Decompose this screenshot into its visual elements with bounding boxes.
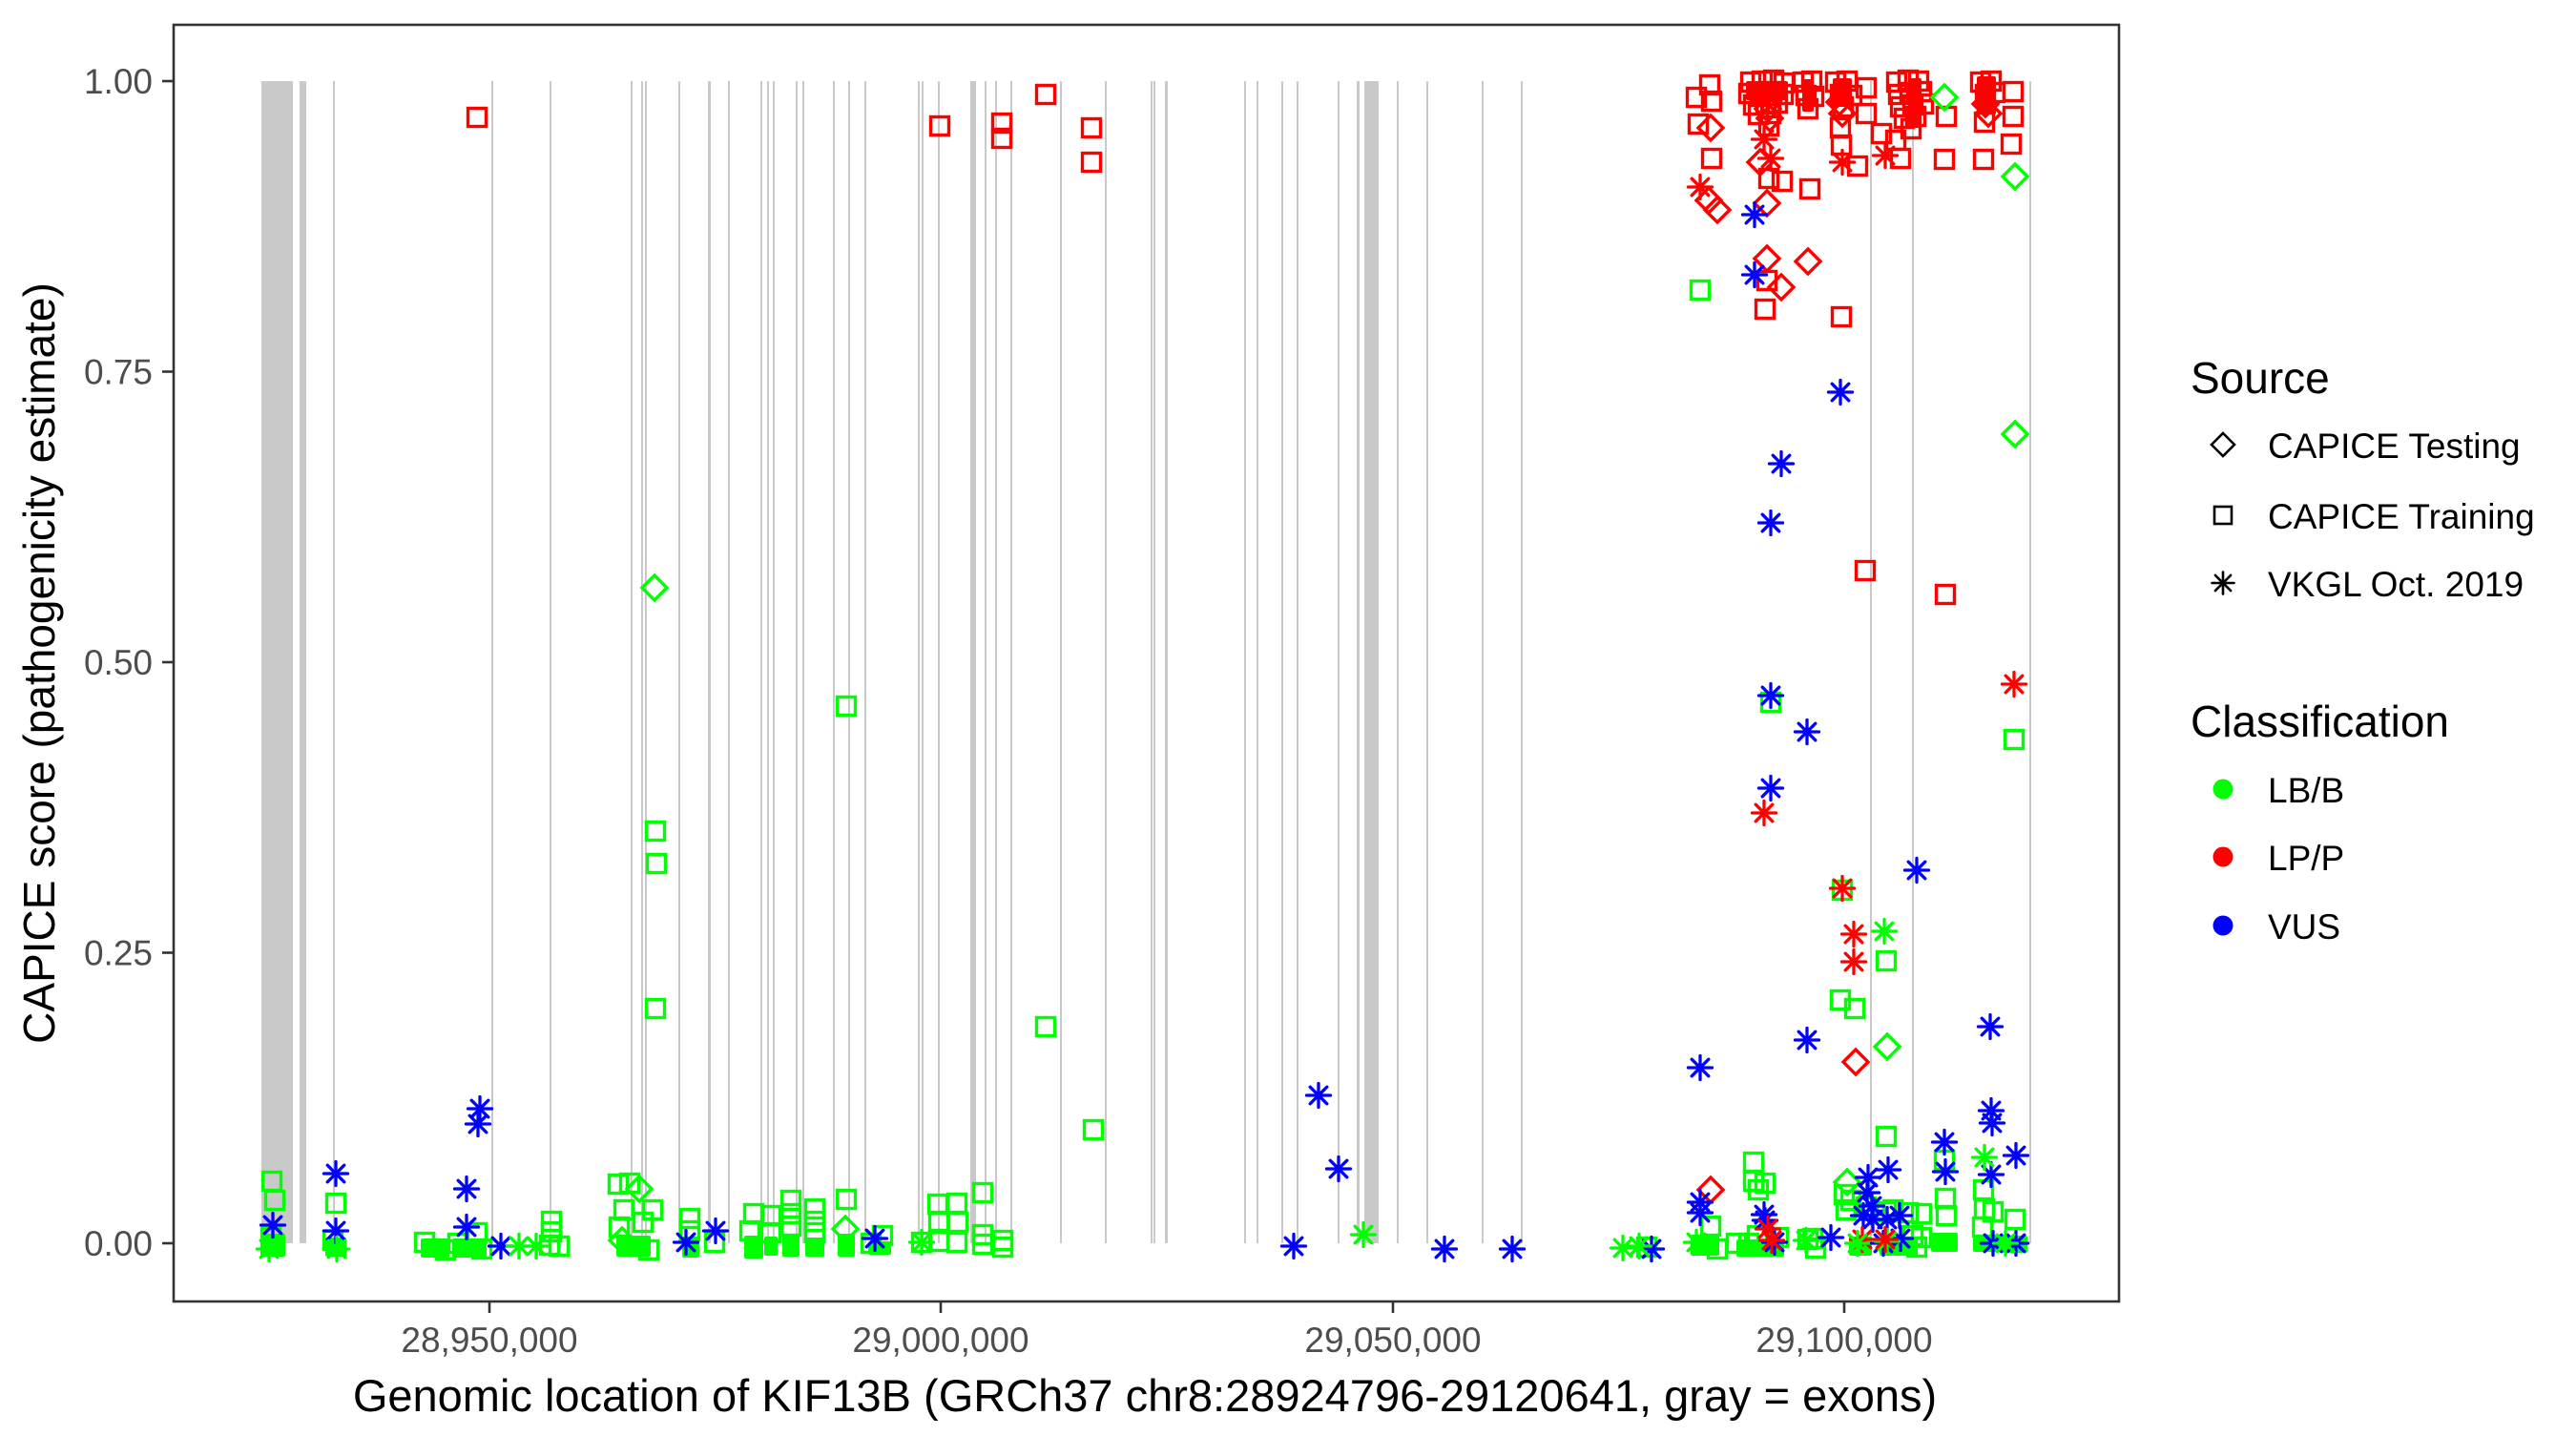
svg-text:Genomic location of KIF13B (GR: Genomic location of KIF13B (GRCh37 chr8:…: [353, 1370, 1937, 1421]
svg-text:29,000,000: 29,000,000: [852, 1321, 1028, 1360]
svg-text:Source: Source: [2191, 353, 2330, 403]
svg-text:CAPICE score (pathogenicity es: CAPICE score (pathogenicity estimate): [14, 282, 64, 1044]
svg-text:28,950,000: 28,950,000: [401, 1321, 577, 1360]
svg-text:0.25: 0.25: [84, 934, 153, 973]
svg-text:CAPICE Testing: CAPICE Testing: [2268, 427, 2521, 466]
svg-text:Classification: Classification: [2191, 697, 2449, 746]
svg-text:1.00: 1.00: [84, 62, 153, 101]
svg-text:VUS: VUS: [2268, 907, 2340, 947]
svg-text:0.50: 0.50: [84, 643, 153, 682]
svg-text:0.00: 0.00: [84, 1224, 153, 1263]
svg-text:LB/B: LB/B: [2268, 771, 2344, 810]
svg-text:29,100,000: 29,100,000: [1755, 1321, 1932, 1360]
svg-text:CAPICE Training: CAPICE Training: [2268, 497, 2535, 536]
svg-text:0.75: 0.75: [84, 353, 153, 392]
svg-text:29,050,000: 29,050,000: [1304, 1321, 1481, 1360]
svg-text:LP/P: LP/P: [2268, 839, 2344, 878]
svg-text:VKGL Oct. 2019: VKGL Oct. 2019: [2268, 565, 2524, 604]
